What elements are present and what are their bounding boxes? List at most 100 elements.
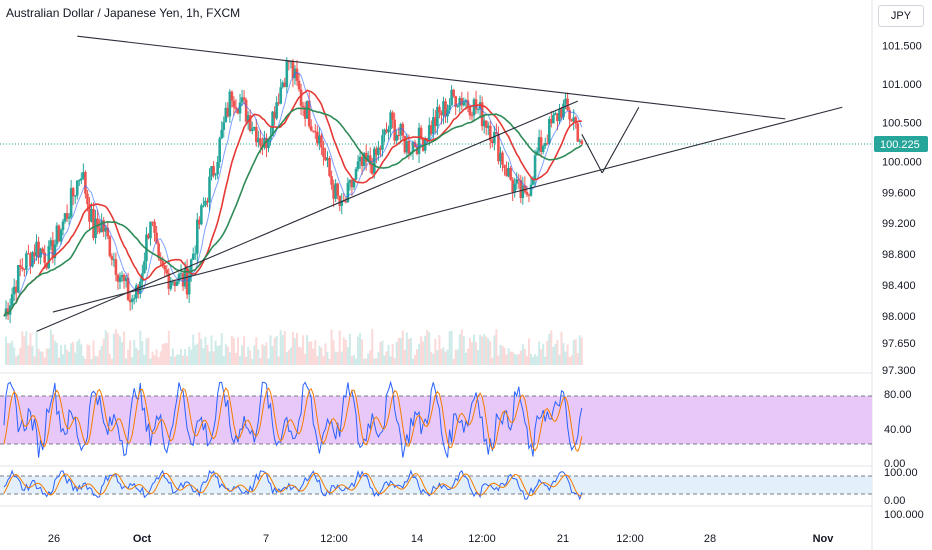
candle-body [108,236,112,257]
volume-bar [104,330,107,365]
volume-bar [340,351,343,365]
candle-body [155,232,158,244]
volume-bar [576,353,579,365]
volume-bar [220,333,223,365]
volume-bar [483,333,486,365]
upper-trendline [77,35,786,120]
volume-bar [141,341,144,365]
volume-bar [578,335,581,365]
lower-trendline [52,106,843,313]
volume-bar [548,333,551,365]
volume-bar [273,337,276,365]
time-axis[interactable]: 26 Oct 7 12:00 14 12:00 21 12:00 28 Nov [48,533,834,545]
candle-body [332,184,335,199]
candle-body [110,256,114,260]
candle-body [499,152,502,162]
volume-bar [169,356,172,365]
volume-bar [135,347,138,365]
candle-body [90,209,93,222]
volume-bar [497,355,500,365]
volume-bar [129,340,132,365]
drawn-trendlines[interactable] [36,35,843,332]
volume-bar [485,336,488,365]
volume-bar [316,356,319,365]
volume-bar [200,338,203,365]
volume-bar [387,344,390,365]
oscillator-band [0,396,872,444]
price-tick-label: 101.000 [882,79,922,91]
volume-bar [529,353,532,365]
candle-body [43,252,46,263]
volume-bar [255,337,258,365]
candle-body [281,82,285,88]
candle-body [18,265,22,268]
volume-bar [9,343,12,365]
candle-body [291,60,295,79]
volume-bar [19,347,22,365]
oscillator-tick-label: 100.000 [884,509,924,521]
candle-body [53,244,57,259]
volume-bar [536,356,539,365]
candle-body [415,147,419,155]
candle-body [358,156,362,162]
volume-bar [369,350,372,365]
volume-bar [7,343,10,365]
currency-selector-button[interactable]: JPY [878,5,924,27]
candle-body [482,120,486,127]
price-axis[interactable]: 101.500 101.000 100.500 100.000 99.600 99.200… [874,40,928,521]
candle-body [214,174,217,176]
candle-body [132,298,136,300]
candle-body [444,101,447,117]
volume-bar [411,358,414,365]
candle-body [395,134,398,141]
time-tick-label: 12:00 [616,533,644,545]
candle-body [476,109,480,111]
candle-body [491,140,494,144]
candle-body [297,80,301,90]
volume-bar [489,341,492,365]
candle-body [389,112,392,130]
oscillator-band [0,476,872,494]
ma-medium-line [3,89,582,317]
volume-bar [544,356,547,365]
candle-body [385,129,388,133]
volume-bar [324,343,327,365]
candle-body [206,200,209,203]
price-tick-label: 100.000 [882,156,922,168]
volume-bar [409,337,412,365]
main-price-pane [0,0,873,550]
candle-body [75,180,79,196]
volume-bar [226,346,229,365]
candle-body [545,143,549,145]
volume-bar [381,340,384,365]
volume-bar [230,335,233,365]
oscillator-tick-label: 100.00 [884,467,918,479]
candle-body [285,60,289,88]
volume-bar [395,342,398,365]
candle-body [470,115,474,117]
volume-bar [302,335,305,365]
volume-bar [493,335,496,365]
candle-body [112,259,116,261]
candle-body [401,123,405,136]
candle-body [381,135,384,150]
volume-bar [389,356,392,365]
candle-body [436,106,439,127]
candle-body [254,126,258,143]
candle-body [267,139,270,149]
candle-body [377,147,380,156]
candle-body [273,111,276,119]
volume-bar [444,351,447,365]
candle-body [55,225,59,245]
volume-bar [184,349,187,365]
volume-bar [430,352,433,365]
candle-body [116,274,120,282]
volume-bar [540,349,543,365]
volume-bar [525,355,528,365]
volume-bar [310,341,313,365]
volume-bar [328,358,331,365]
candle-body [309,126,313,131]
volume-bar [121,341,124,365]
candle-body [368,155,372,165]
